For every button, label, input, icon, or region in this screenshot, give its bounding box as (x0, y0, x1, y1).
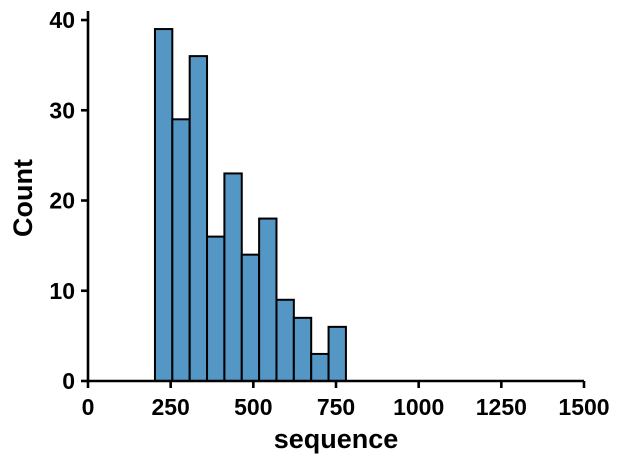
bars-layer (153, 28, 347, 383)
histogram-bar-8 (275, 298, 295, 382)
y-tick-label: 40 (49, 7, 75, 33)
histogram-bar-10 (310, 352, 330, 382)
x-tick-label: 1500 (558, 394, 609, 420)
y-tick-label: 20 (49, 188, 75, 214)
histogram-bar-3 (188, 55, 209, 383)
y-ticks: 0 10 20 30 40 (49, 7, 88, 394)
histogram-bar-9 (292, 316, 313, 382)
x-tick-label: 500 (234, 394, 272, 420)
histogram-bar-2 (171, 118, 191, 382)
x-tick-label: 1250 (476, 394, 527, 420)
x-tick-label: 0 (82, 394, 95, 420)
y-axis-title: Count (8, 159, 38, 237)
x-axis-title: sequence (274, 424, 399, 454)
y-tick-label: 0 (62, 368, 75, 394)
histogram-bar-11 (327, 325, 347, 383)
histogram-bar-4 (206, 235, 226, 382)
x-ticks: 0 250 500 750 1000 1250 1500 (82, 381, 610, 420)
x-tick-label: 750 (317, 394, 355, 420)
histogram-bar-1 (153, 28, 174, 383)
histogram-bar-6 (240, 253, 261, 382)
histogram-bar-5 (223, 172, 243, 382)
y-tick-label: 30 (49, 97, 75, 123)
x-tick-label: 250 (151, 394, 189, 420)
x-tick-label: 1000 (393, 394, 444, 420)
y-tick-label: 10 (49, 278, 75, 304)
histogram-bar-7 (258, 217, 278, 382)
